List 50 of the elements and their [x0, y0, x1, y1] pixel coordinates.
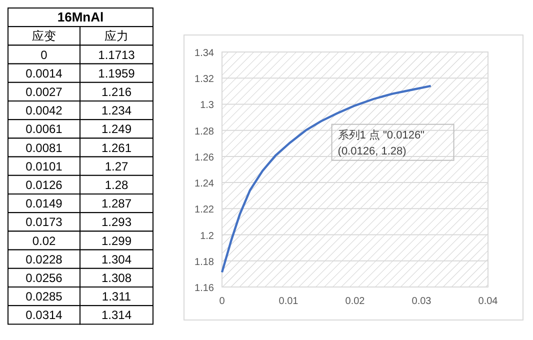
text: 0.0081: [26, 140, 63, 155]
y-tick-label: 1.22: [194, 204, 214, 216]
y-tick-label: 1.24: [194, 178, 214, 190]
text: 1.234: [101, 104, 132, 118]
x-tick-label: 0: [219, 296, 226, 307]
text: 1.1713: [98, 48, 136, 62]
text: 0.0042: [26, 104, 63, 118]
text: 1.299: [101, 234, 132, 248]
text: 0.02: [32, 234, 56, 248]
text: 0.0126: [26, 178, 63, 192]
y-tick-label: 1.34: [194, 48, 214, 59]
annotation: 系列1 点 "0.0126" (0.0126, 1.28): [338, 128, 425, 158]
text: 0.0314: [26, 308, 63, 322]
y-tick-label: 1.28: [194, 126, 214, 138]
text: 1.1959: [98, 66, 136, 80]
y-tick-label: 1.32: [194, 74, 214, 86]
text: 0.0149: [26, 196, 63, 211]
x-tick-label: 0.01: [278, 296, 299, 307]
text: 1.287: [101, 196, 132, 211]
text: 1.27: [104, 159, 128, 174]
text: 0.0014: [26, 66, 63, 80]
text: 1.261: [101, 140, 132, 155]
text: 0.0027: [26, 85, 63, 99]
text: 应变: [32, 29, 56, 44]
text: 1.304: [101, 252, 132, 266]
text: 16MnAl: [57, 10, 104, 25]
text: 1.308: [101, 271, 132, 285]
text: 应力: [104, 29, 128, 44]
text: 1.293: [101, 215, 132, 230]
text: 0.0061: [26, 122, 63, 136]
y-tick-label: 1.26: [194, 152, 214, 164]
x-tick-label: 0.03: [412, 296, 432, 307]
text: 0.0101: [26, 159, 63, 174]
text: 0.0173: [26, 215, 63, 230]
y-tick-label: 1.18: [194, 256, 214, 268]
y-tick-label: 1.2: [200, 230, 214, 242]
text: 0.0228: [26, 252, 63, 266]
x-tick-label: 0.04: [478, 296, 498, 307]
text: 1.249: [101, 122, 132, 136]
text: 1.311: [102, 290, 132, 304]
y-tick-label: 1.16: [194, 283, 214, 294]
x-tick-label: 0.02: [345, 296, 366, 307]
text: 0.0285: [26, 290, 63, 304]
y-tick-label: 1.3: [200, 100, 214, 112]
text: 0: [40, 48, 48, 62]
text: 1.314: [101, 308, 132, 322]
line-series: [220, 84, 432, 274]
text: 1.216: [101, 85, 132, 99]
text: 1.28: [104, 178, 128, 192]
text: 0.0256: [26, 271, 63, 285]
